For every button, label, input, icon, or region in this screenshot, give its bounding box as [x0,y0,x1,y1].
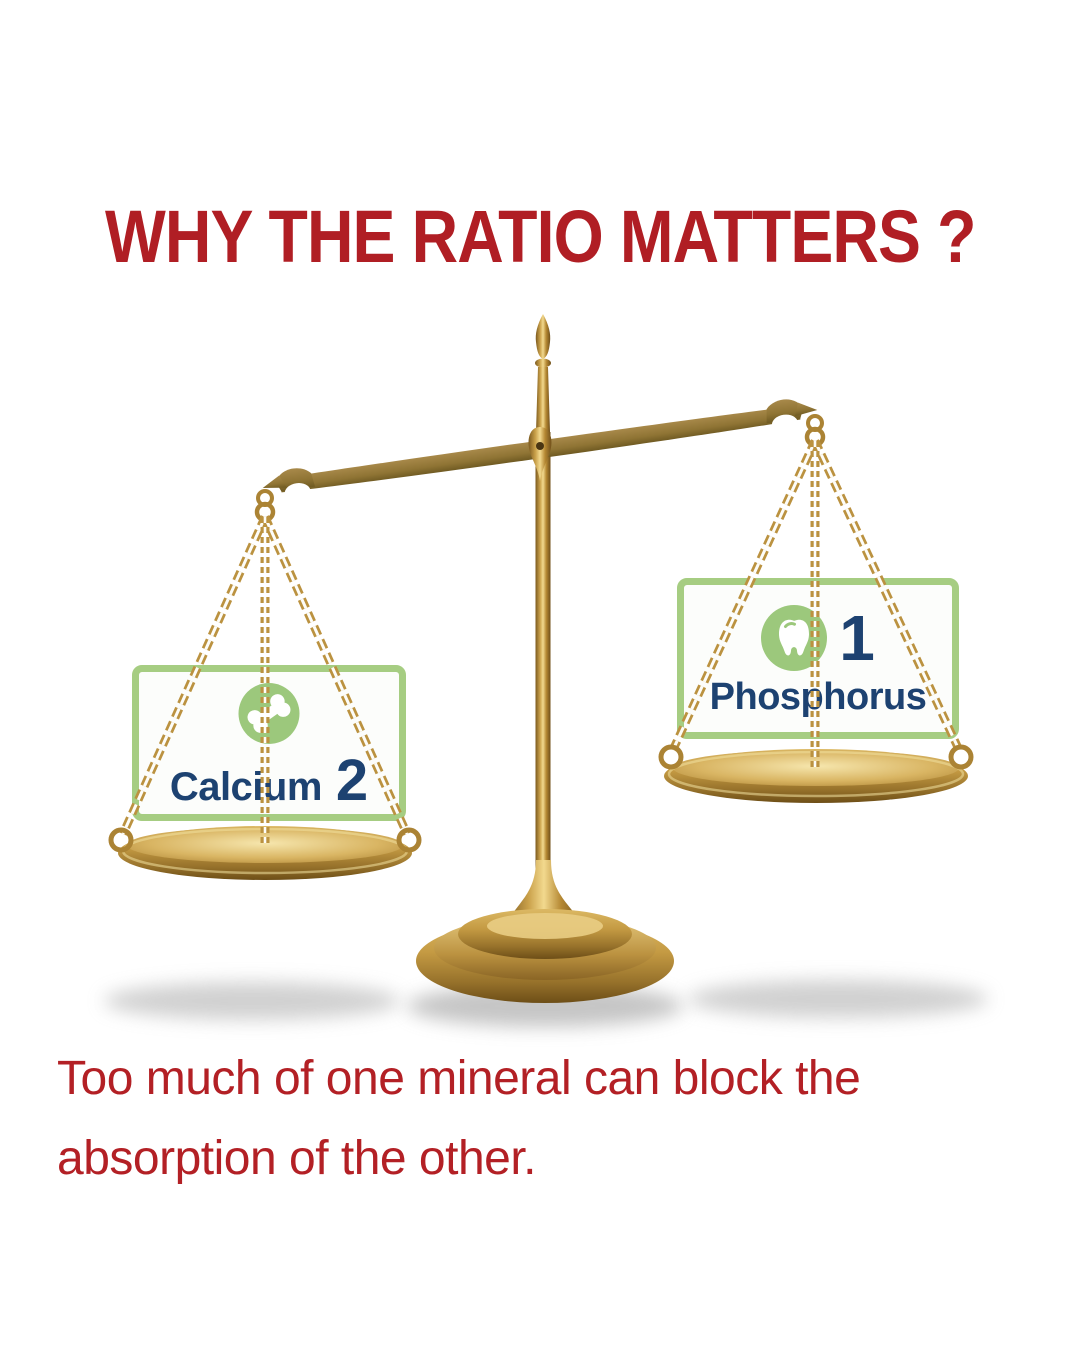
scale-base [416,909,674,1003]
caption: Too much of one mineral can block the ab… [57,1039,861,1199]
scale-pole [505,314,583,925]
ratio-value: 1 [839,602,875,674]
phosphorus-card: 1 Phosphorus [677,578,959,739]
beam-pivot [528,427,552,481]
right-pan [664,749,968,803]
caption-line-1: Too much of one mineral can block the [57,1052,861,1105]
calcium-card: Calcium 2 [132,665,406,821]
page-title: WHY THE RATIO MATTERS ? [0,192,1080,282]
ratio-value: 2 [335,748,369,813]
left-pan [118,826,412,880]
mineral-label: Phosphorus [709,676,927,718]
bone-icon [238,683,300,744]
phosphorus-icon-row: 1 [761,601,875,675]
tooth-icon [761,605,828,671]
caption-line-2: absorption of the other. [57,1132,537,1185]
mineral-label: Calcium [169,765,323,809]
page-title-text: WHY THE RATIO MATTERS ? [104,195,976,278]
calcium-caption: Calcium 2 [170,747,368,814]
